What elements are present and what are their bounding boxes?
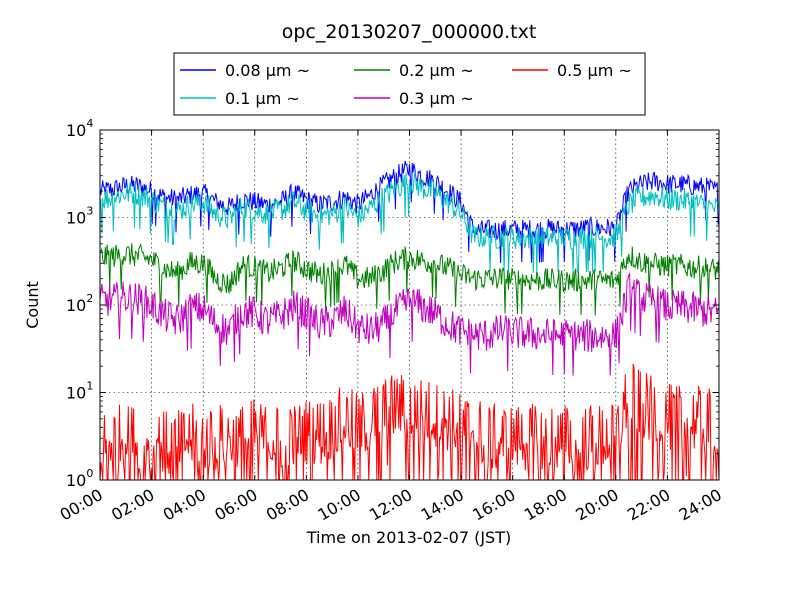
chart-title: opc_20130207_000000.txt: [282, 21, 537, 43]
y-tick-exponent: 0: [86, 467, 93, 480]
y-tick-exponent: 1: [86, 380, 93, 393]
series-line-4: [100, 363, 719, 480]
series-line-3: [100, 271, 719, 376]
legend-label-2: 0.2 μm ~: [399, 61, 474, 80]
legend-label-0: 0.08 μm ~: [225, 61, 310, 80]
legend-box: [173, 52, 646, 116]
legend-label-4: 0.5 μm ~: [557, 61, 632, 80]
legend: 0.08 μm ~ 0.1 μm ~ 0.2 μm ~ 0.3 μm ~ 0.5 μm …: [173, 52, 646, 116]
legend-label-3: 0.3 μm ~: [399, 89, 474, 108]
y-tick-exponent: 4: [86, 117, 93, 130]
y-axis-label: Count: [23, 281, 42, 329]
series-group: [100, 160, 719, 480]
series-line-1: [100, 172, 719, 273]
series-line-2: [100, 243, 719, 316]
x-axis-label: Time on 2013-02-07 (JST): [306, 528, 511, 547]
y-tick-exponent: 3: [86, 205, 93, 218]
y-tick-exponent: 2: [86, 292, 93, 305]
legend-label-1: 0.1 μm ~: [225, 89, 300, 108]
